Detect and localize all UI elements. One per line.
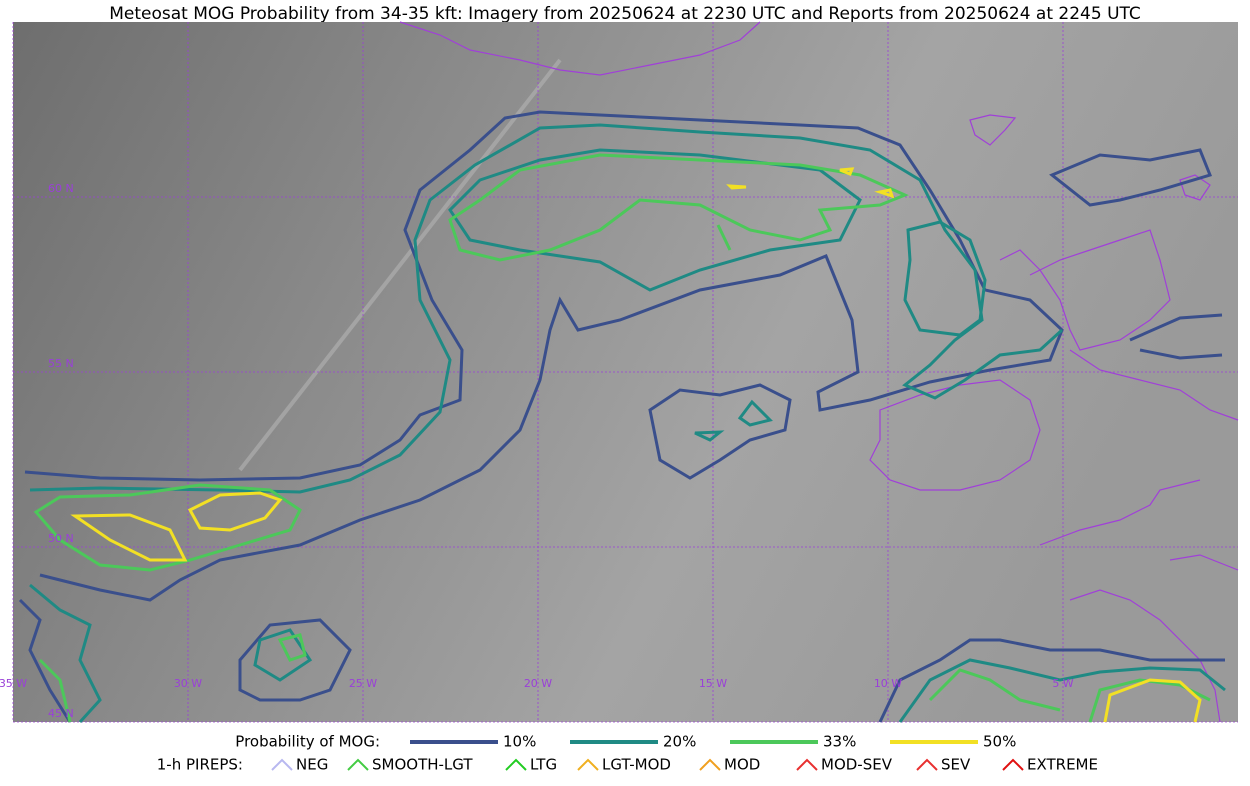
longitude-label: 25 W [349, 677, 377, 690]
graticule-labels: 35 W 30 W 25 W 20 W 15 W 10 W 5 W 60 N 55 N 50 N 4… [0, 182, 1074, 720]
legend-label: NEG [296, 756, 328, 774]
pirep-symbol [347, 758, 369, 771]
legend-label: LTG [530, 756, 557, 774]
legend-label: 10% [503, 733, 536, 751]
legend-title: Probability of MOG: [235, 733, 380, 751]
legend-label: 50% [983, 733, 1016, 751]
pirep-symbol [577, 758, 599, 771]
probability-contours [18, 110, 1226, 724]
legend-label: SMOOTH-LGT [372, 756, 473, 774]
pirep-symbol [505, 758, 527, 771]
latitude-label: 55 N [48, 357, 74, 370]
latitude-label: 45 N [48, 707, 74, 720]
longitude-label: 30 W [174, 677, 202, 690]
pirep-symbol [1002, 758, 1024, 771]
legend: Probability of MOG: 10% 20% 33% 50% 1-h PIREP… [157, 733, 1098, 774]
legend-label: EXTREME [1027, 756, 1098, 774]
latitude-label: 60 N [48, 182, 74, 195]
pirep-symbol [796, 758, 818, 771]
longitude-label: 15 W [699, 677, 727, 690]
legend-label: SEV [941, 756, 971, 774]
legend-label: 33% [823, 733, 856, 751]
legend-label: MOD-SEV [821, 756, 893, 774]
contrail [238, 58, 562, 472]
pirep-symbol [271, 758, 293, 771]
legend-label: 20% [663, 733, 696, 751]
coastlines [399, 21, 1239, 723]
legend-label: LGT-MOD [602, 756, 671, 774]
pirep-symbol [916, 758, 938, 771]
legend-title: 1-h PIREPS: [157, 756, 243, 774]
longitude-label: 10 W [874, 677, 902, 690]
longitude-label: 5 W [1052, 677, 1073, 690]
title: Meteosat MOG Probability from 34-35 kft:… [109, 4, 1141, 24]
legend-label: MOD [724, 756, 760, 774]
latitude-label: 50 N [48, 532, 74, 545]
pirep-symbol [699, 758, 721, 771]
longitude-label: 20 W [524, 677, 552, 690]
longitude-label: 35 W [0, 677, 27, 690]
